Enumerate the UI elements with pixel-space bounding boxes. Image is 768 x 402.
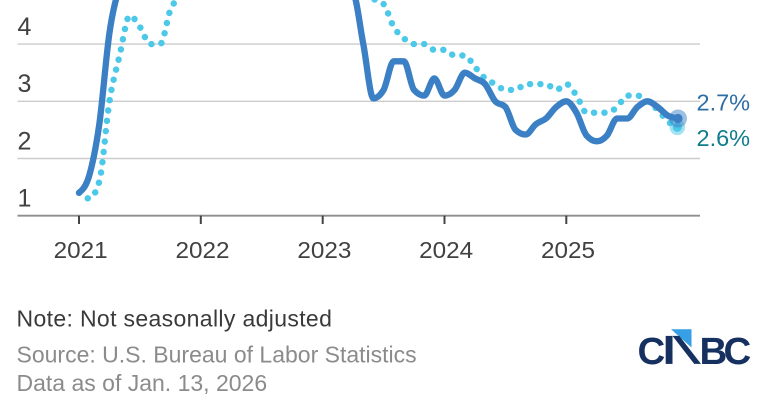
svg-text:2025: 2025 xyxy=(541,237,595,263)
svg-text:C: C xyxy=(638,330,666,373)
svg-text:C: C xyxy=(724,330,752,373)
svg-text:2.6%: 2.6% xyxy=(697,125,751,151)
svg-text:2.7%: 2.7% xyxy=(697,90,751,116)
svg-text:3: 3 xyxy=(18,70,32,98)
svg-text:4: 4 xyxy=(18,13,32,41)
svg-text:2024: 2024 xyxy=(419,237,473,263)
svg-text:Source: U.S. Bureau of Labor S: Source: U.S. Bureau of Labor Statistics xyxy=(17,342,417,368)
svg-text:Data as of Jan. 13, 2026: Data as of Jan. 13, 2026 xyxy=(17,370,268,396)
svg-text:2: 2 xyxy=(18,127,32,155)
svg-text:2022: 2022 xyxy=(176,237,230,263)
svg-text:B: B xyxy=(700,330,728,373)
svg-text:2023: 2023 xyxy=(297,237,351,263)
svg-text:Note: Not seasonally adjusted: Note: Not seasonally adjusted xyxy=(17,306,333,332)
svg-text:1: 1 xyxy=(18,185,32,213)
svg-text:2021: 2021 xyxy=(54,237,108,263)
